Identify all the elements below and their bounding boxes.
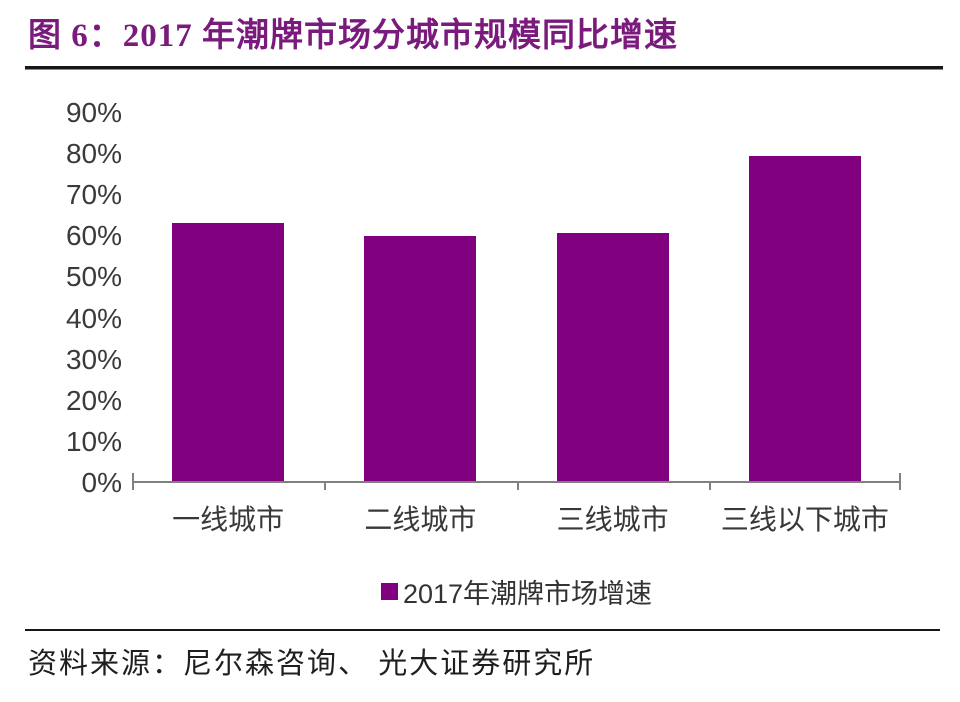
x-axis-tick	[324, 483, 327, 490]
y-tick-label: 50%	[65, 261, 122, 293]
bar-4	[748, 156, 861, 481]
figure-title: 图 6：2017 年潮牌市场分城市规模同比增速	[28, 18, 678, 54]
footer-separator	[25, 629, 940, 631]
y-tick-label: 80%	[65, 138, 122, 170]
x-axis-tick	[899, 483, 901, 490]
bar-2	[364, 236, 477, 481]
legend-swatch-icon	[380, 583, 398, 600]
x-category-label: 三线以下城市	[720, 504, 889, 535]
x-axis: 一线城市 二线城市 三线城市 三线以下城市	[132, 498, 901, 535]
plot-area	[132, 113, 901, 490]
y-tick-label: 40%	[65, 302, 122, 334]
y-tick-label: 70%	[65, 179, 122, 211]
title-separator	[25, 66, 943, 70]
y-axis: 90% 80% 70% 60% 50% 40% 30% 20% 10% 0%	[0, 90, 122, 510]
y-tick-label: 0%	[81, 467, 122, 498]
legend-label: 2017年潮牌市场增速	[402, 579, 653, 609]
x-category-label: 二线城市	[364, 504, 477, 535]
bar-3	[556, 233, 669, 481]
source-note: 资料来源：尼尔森咨询、 光大证券研究所	[28, 648, 596, 680]
bar-chart: 90% 80% 70% 60% 50% 40% 30% 20% 10% 0% 一线城市 二线城市 三线…	[0, 90, 960, 609]
x-category-label: 一线城市	[172, 504, 285, 535]
x-axis-tick	[708, 483, 711, 490]
bar-1	[172, 223, 285, 481]
x-axis-end-tick	[132, 473, 134, 484]
x-category-label: 三线城市	[556, 504, 669, 535]
x-axis-tick	[516, 483, 519, 490]
y-tick-label: 20%	[65, 384, 122, 416]
legend: 2017年潮牌市场增速	[132, 572, 901, 611]
y-tick-label: 10%	[65, 425, 122, 457]
y-tick-label: 30%	[65, 343, 122, 375]
y-tick-label: 60%	[65, 220, 122, 252]
x-axis-end-tick	[899, 473, 901, 484]
x-axis-tick	[132, 483, 134, 490]
y-tick-label: 90%	[65, 97, 122, 128]
